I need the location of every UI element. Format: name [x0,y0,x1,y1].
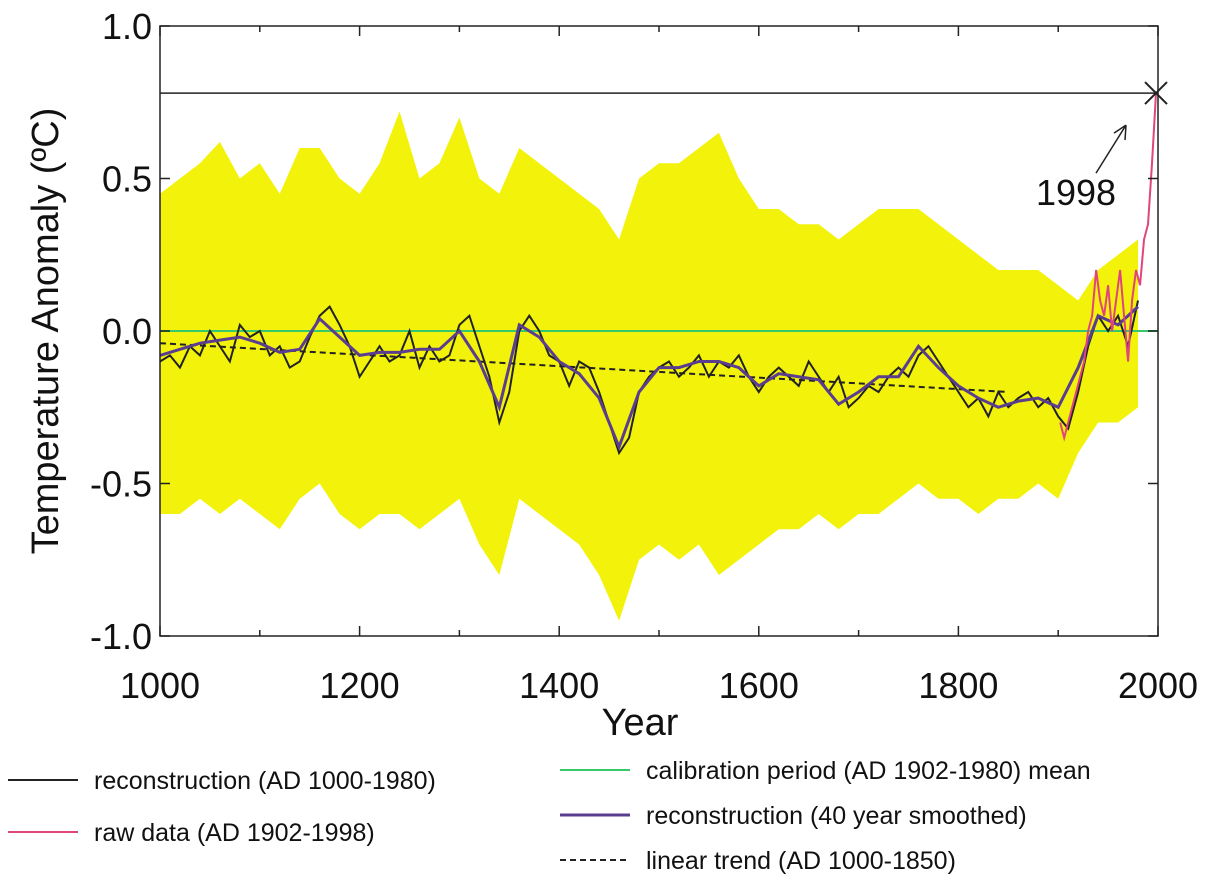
uncertainty-band [160,111,1139,621]
series-line [159,305,1140,452]
legend-label: reconstruction (40 year smoothed) [646,802,1027,830]
legend-label: raw data (AD 1902-1998) [94,819,375,847]
annotation-marker [1144,81,1168,105]
series-line [159,342,1009,393]
x-tick-label: 2000 [1118,665,1198,706]
legend-label: linear trend (AD 1000-1850) [646,847,956,875]
y-tick-label: -0.5 [90,464,152,505]
legend-label: reconstruction (AD 1000-1980) [94,767,436,795]
x-tick-label: 1000 [120,665,200,706]
y-tick-label: -1.0 [90,616,152,657]
x-tick-label: 1800 [918,665,998,706]
annotation-arrow [1095,124,1127,174]
annotation-label: 1998 [1036,172,1116,213]
y-axis-title: Temperature Anomaly (ºC) [25,108,67,555]
x-tick-label: 1600 [719,665,799,706]
series-line [159,300,1140,456]
y-tick-label: 1.0 [102,6,152,47]
y-tick-label: 0.0 [102,311,152,352]
x-tick-label: 1400 [519,665,599,706]
legend-label: calibration period (AD 1902-1980) mean [646,757,1091,785]
x-axis-title: Year [602,702,679,744]
y-tick-label: 0.5 [102,159,152,200]
series-line [1059,93,1157,442]
x-tick-label: 1200 [320,665,400,706]
